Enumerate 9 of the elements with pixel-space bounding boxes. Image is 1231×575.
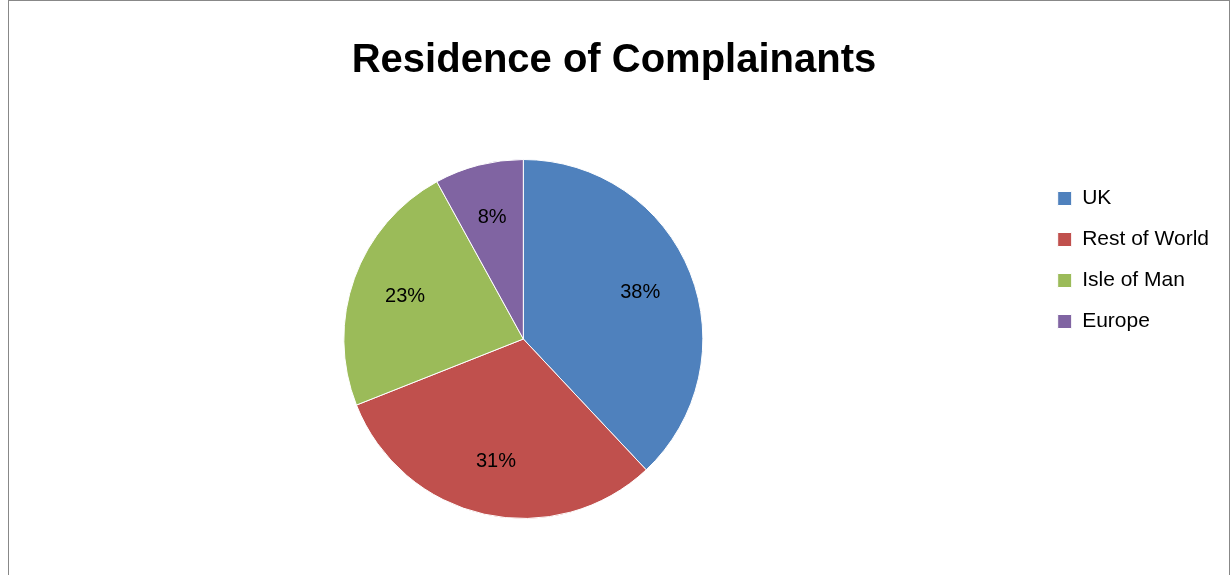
- chart-title: Residence of Complainants: [351, 36, 877, 81]
- legend-label: UK: [1082, 185, 1112, 209]
- legend-label: Rest of World: [1082, 226, 1210, 250]
- data-label: 38%: [620, 280, 661, 303]
- data-label: 8%: [477, 204, 507, 227]
- data-label: 23%: [385, 283, 426, 306]
- data-label: 31%: [475, 449, 517, 472]
- legend-label: Isle of Man: [1082, 267, 1185, 291]
- legend-label: Europe: [1082, 308, 1150, 332]
